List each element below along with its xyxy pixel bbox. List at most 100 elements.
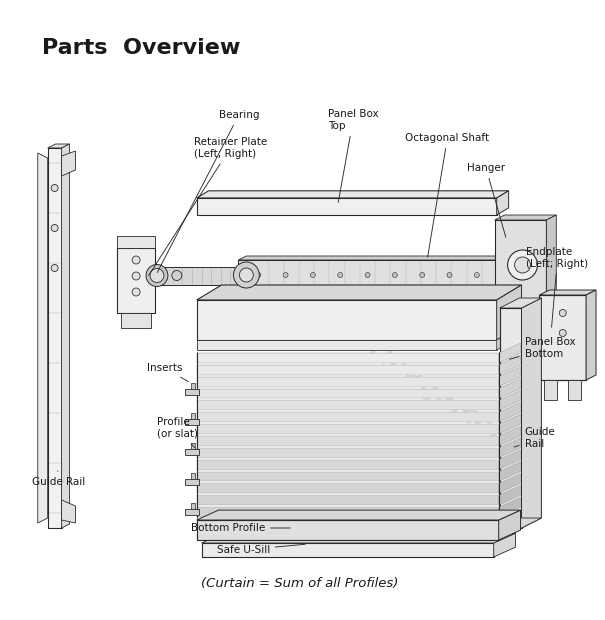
Polygon shape [499, 485, 520, 505]
Polygon shape [497, 191, 509, 215]
Circle shape [508, 250, 537, 280]
Polygon shape [499, 426, 520, 446]
Polygon shape [495, 220, 546, 300]
Polygon shape [197, 377, 499, 387]
Circle shape [474, 273, 479, 278]
Polygon shape [499, 402, 520, 422]
Text: Guide Rail: Guide Rail [32, 471, 85, 487]
Circle shape [234, 262, 260, 288]
Circle shape [150, 268, 164, 283]
Polygon shape [191, 473, 195, 479]
Text: Guide
Rail: Guide Rail [514, 427, 555, 449]
Text: Octagonal Shaft: Octagonal Shaft [405, 133, 489, 257]
Circle shape [310, 273, 315, 278]
Polygon shape [197, 340, 497, 350]
Circle shape [393, 273, 397, 278]
Text: Bottom Profile: Bottom Profile [191, 523, 290, 533]
Polygon shape [499, 367, 520, 387]
Polygon shape [499, 379, 520, 399]
Text: Panel Box
Top: Panel Box Top [328, 109, 379, 202]
Polygon shape [185, 419, 198, 425]
Polygon shape [586, 290, 596, 380]
Polygon shape [495, 215, 557, 220]
Polygon shape [499, 343, 520, 363]
Polygon shape [201, 533, 515, 543]
Polygon shape [499, 450, 520, 469]
Text: Hanger: Hanger [467, 163, 506, 237]
Polygon shape [62, 144, 70, 528]
Circle shape [51, 265, 58, 272]
Polygon shape [568, 380, 581, 400]
Circle shape [132, 256, 140, 264]
Polygon shape [499, 497, 520, 517]
Circle shape [146, 265, 168, 286]
Polygon shape [197, 300, 497, 340]
Polygon shape [197, 448, 499, 458]
Circle shape [283, 273, 288, 278]
Polygon shape [185, 449, 198, 455]
Polygon shape [197, 459, 499, 469]
Polygon shape [197, 198, 497, 215]
Polygon shape [38, 153, 48, 523]
Polygon shape [499, 462, 520, 481]
Polygon shape [522, 298, 541, 528]
Polygon shape [185, 389, 198, 395]
Circle shape [132, 272, 140, 280]
Polygon shape [197, 520, 499, 540]
Polygon shape [197, 507, 499, 517]
Polygon shape [62, 500, 76, 523]
Circle shape [132, 288, 140, 296]
Polygon shape [48, 148, 62, 528]
Polygon shape [497, 256, 505, 290]
Text: Parts  Overview: Parts Overview [42, 38, 240, 58]
Polygon shape [197, 285, 522, 300]
Polygon shape [197, 472, 499, 481]
Polygon shape [499, 414, 520, 434]
Polygon shape [238, 260, 497, 290]
Polygon shape [499, 391, 520, 410]
Circle shape [240, 268, 253, 282]
Polygon shape [197, 365, 499, 374]
Polygon shape [197, 510, 520, 520]
Polygon shape [500, 518, 541, 528]
Text: Safe U-Sill: Safe U-Sill [217, 544, 305, 555]
Polygon shape [238, 256, 505, 260]
Polygon shape [494, 533, 515, 557]
Circle shape [338, 273, 342, 278]
Polygon shape [497, 325, 522, 350]
Polygon shape [155, 267, 238, 285]
Circle shape [559, 309, 566, 316]
Text: Bearing: Bearing [157, 110, 259, 273]
Text: Panel Box
Bottom: Panel Box Bottom [509, 337, 575, 359]
Text: Inserts: Inserts [147, 363, 188, 381]
Polygon shape [191, 413, 195, 419]
Polygon shape [197, 424, 499, 434]
Polygon shape [197, 484, 499, 494]
Polygon shape [197, 353, 499, 363]
Polygon shape [191, 503, 195, 509]
Text: (Curtain = Sum of all Profiles): (Curtain = Sum of all Profiles) [201, 577, 399, 590]
Polygon shape [500, 298, 541, 308]
Polygon shape [546, 215, 557, 300]
Polygon shape [201, 543, 494, 557]
Polygon shape [497, 285, 522, 340]
Polygon shape [117, 236, 155, 248]
Polygon shape [499, 438, 520, 458]
Polygon shape [197, 412, 499, 422]
Circle shape [51, 224, 58, 231]
Polygon shape [121, 313, 151, 328]
Polygon shape [191, 383, 195, 389]
Polygon shape [544, 380, 557, 400]
Circle shape [172, 270, 182, 280]
Polygon shape [185, 479, 198, 485]
Polygon shape [197, 401, 499, 410]
Circle shape [559, 329, 566, 337]
Polygon shape [48, 144, 70, 148]
Polygon shape [500, 308, 522, 528]
Text: Doormega.com: Doormega.com [312, 301, 522, 459]
Polygon shape [197, 436, 499, 446]
Polygon shape [197, 389, 499, 399]
Polygon shape [499, 510, 520, 540]
Polygon shape [185, 509, 198, 515]
Polygon shape [540, 290, 596, 295]
